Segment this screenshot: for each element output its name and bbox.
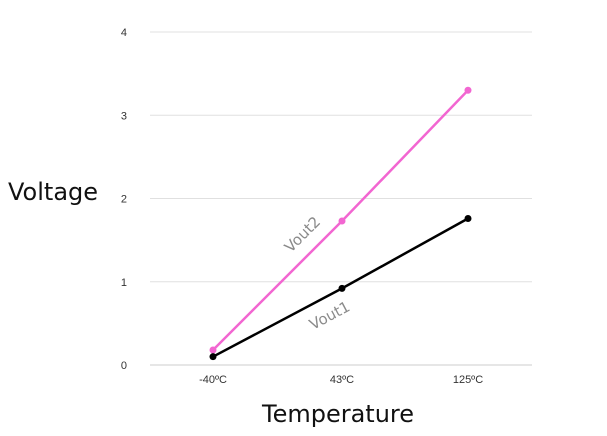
data-point	[338, 284, 346, 292]
x-tick-label: -40ºC	[199, 374, 227, 386]
series-label-vout2: Vout2	[281, 213, 324, 256]
data-point	[464, 214, 472, 222]
y-tick-label: 1	[121, 277, 127, 289]
data-point	[209, 353, 217, 361]
data-point	[209, 346, 217, 354]
y-tick-label: 2	[121, 194, 127, 206]
series-lines	[209, 86, 472, 361]
x-axis-title: Temperature	[261, 400, 414, 428]
y-axis-title: Voltage	[8, 178, 98, 206]
x-tick-labels: -40ºC 43ºC 125ºC	[199, 374, 483, 386]
y-tick-label: 4	[121, 27, 127, 39]
data-point	[338, 217, 346, 225]
y-tick-labels: 0 1 2 3 4	[121, 27, 127, 372]
x-tick-label: 43ºC	[330, 374, 354, 386]
y-tick-label: 0	[121, 360, 127, 372]
data-point	[464, 86, 472, 94]
y-tick-label: 3	[121, 110, 127, 122]
grid-lines	[150, 31, 532, 366]
x-tick-label: 125ºC	[453, 374, 483, 386]
